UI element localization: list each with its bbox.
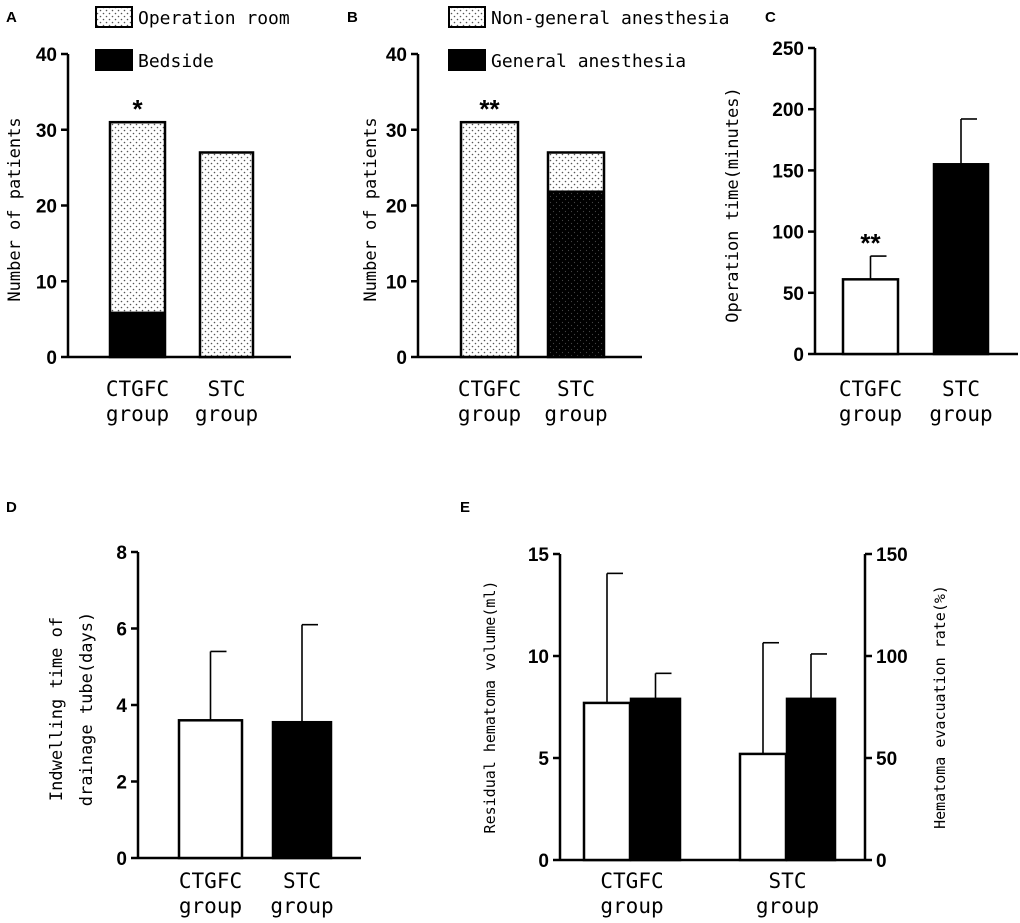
- x-tick-label: CTGFC: [839, 377, 902, 401]
- y-tick-label: 40: [386, 45, 407, 66]
- x-tick-label: STC: [283, 869, 321, 893]
- y-tick-label: 5: [538, 749, 549, 770]
- y-tick-label: 200: [772, 100, 804, 121]
- bar: [932, 163, 990, 356]
- significance-marker: **: [479, 94, 500, 124]
- y-axis-label: Number of patients: [361, 117, 381, 301]
- y-tick-label: 40: [36, 45, 57, 66]
- y-axis-label: Operation time(minutes): [723, 87, 743, 322]
- bar-bedside: [110, 311, 165, 357]
- y-tick-label: 0: [396, 348, 407, 369]
- bar-operation-room: [200, 152, 253, 357]
- bar-outline: [198, 151, 255, 359]
- x-tick-label: CTGFC: [600, 869, 663, 893]
- y2-axis-label: Hematoma evacuation rate(%): [931, 585, 949, 829]
- y2-tick-label: 0: [876, 851, 887, 872]
- y-tick-label: 4: [116, 696, 127, 717]
- significance-marker: **: [860, 228, 881, 258]
- y-tick-label: 20: [386, 197, 407, 218]
- legend-label: Bedside: [138, 51, 214, 72]
- y2-tick-label: 50: [876, 749, 897, 770]
- bar-residual-hematoma-volume: [738, 752, 788, 862]
- legend-label: General anesthesia: [491, 51, 686, 72]
- x-tick-label-line2: group: [544, 402, 607, 426]
- y-tick-label: 10: [528, 647, 549, 668]
- bar-hematoma-evacuation-rate: [785, 697, 837, 862]
- y-tick-label: 8: [116, 543, 127, 564]
- bar: [177, 719, 244, 860]
- bar-operation-room: [110, 122, 165, 312]
- y2-tick-label: 150: [876, 545, 908, 566]
- y-tick-label: 100: [772, 223, 804, 244]
- panel-letter: E: [460, 499, 470, 516]
- y-tick-label: 150: [772, 161, 804, 182]
- x-tick-label: STC: [208, 377, 246, 401]
- y-tick-label: 15: [528, 545, 550, 566]
- bar: [841, 278, 900, 356]
- bar-hematoma-evacuation-rate: [629, 697, 682, 862]
- x-tick-label-line2: group: [600, 894, 663, 918]
- legend-swatch: [448, 6, 486, 28]
- x-tick-label: CTGFC: [106, 377, 169, 401]
- legend-swatch: [95, 6, 133, 28]
- x-tick-label: STC: [557, 377, 595, 401]
- x-tick-label: CTGFC: [458, 377, 521, 401]
- y-tick-label: 0: [46, 348, 57, 369]
- y-tick-label: 6: [116, 620, 127, 641]
- y-tick-label: 2: [116, 773, 127, 794]
- panel-letter: B: [347, 9, 358, 26]
- y-tick-label: 0: [793, 345, 804, 366]
- significance-marker: *: [132, 94, 143, 124]
- bar-non-general-anesthesia: [548, 152, 604, 191]
- panel-letter: A: [6, 9, 17, 26]
- y-tick-label: 10: [386, 272, 407, 293]
- bar-residual-hematoma-volume: [582, 701, 632, 862]
- y-tick-label: 0: [538, 851, 549, 872]
- panel-e-chart: E051015050100150CTGFCgroupSTCgroupResidu…: [460, 499, 949, 918]
- panel-c-chart: C050100150200250**CTGFCgroupSTCgroupOper…: [723, 9, 1018, 426]
- y-tick-label: 10: [36, 272, 57, 293]
- y-tick-label: 250: [772, 39, 804, 60]
- legend-swatch: [448, 49, 486, 71]
- y-axis-label: Number of patients: [5, 117, 25, 301]
- x-tick-label-line2: group: [179, 894, 242, 918]
- y-tick-label: 50: [783, 284, 804, 305]
- y-tick-label: 30: [36, 121, 57, 142]
- legend-swatch: [95, 49, 133, 71]
- panel-letter: D: [6, 499, 17, 516]
- y-axis-label: Indwelling time of: [47, 617, 67, 801]
- y-axis-label: Residual hematoma volume(ml): [481, 581, 499, 834]
- x-tick-label: CTGFC: [179, 869, 242, 893]
- y2-tick-label: 100: [876, 647, 908, 668]
- x-tick-label-line2: group: [839, 402, 902, 426]
- panel-letter: C: [765, 9, 776, 26]
- bar: [271, 720, 333, 860]
- x-tick-label-line2: group: [270, 894, 333, 918]
- bar-non-general-anesthesia: [461, 122, 518, 357]
- x-tick-label: STC: [769, 869, 807, 893]
- x-tick-label-line2: group: [458, 402, 521, 426]
- y-tick-label: 20: [36, 197, 57, 218]
- x-tick-label-line2: group: [929, 402, 992, 426]
- bar-general-anesthesia: [548, 190, 604, 357]
- x-tick-label: STC: [942, 377, 980, 401]
- legend-label: Non-general anesthesia: [491, 8, 729, 29]
- x-tick-label-line2: group: [756, 894, 819, 918]
- bar-outline: [459, 120, 520, 359]
- y-axis-label: drainage tube(days): [77, 612, 97, 806]
- x-tick-label-line2: group: [106, 402, 169, 426]
- x-tick-label-line2: group: [195, 402, 258, 426]
- y-tick-label: 0: [116, 849, 127, 870]
- y-tick-label: 30: [386, 121, 407, 142]
- legend-label: Operation room: [138, 8, 290, 29]
